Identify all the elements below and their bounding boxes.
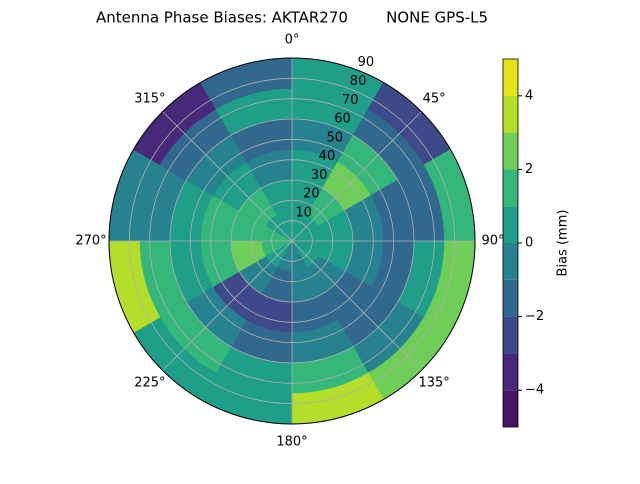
r-tick-label: 40 xyxy=(319,149,336,164)
theta-tick-label: 225° xyxy=(134,376,165,391)
colorbar-segment xyxy=(503,316,518,354)
colorbar-segment xyxy=(503,59,518,96)
colorbar-segment xyxy=(503,206,518,243)
theta-tick-label: 180° xyxy=(276,435,307,450)
chart-title: Antenna Phase Biases: AKTAR270 NONE GPS-… xyxy=(96,9,488,27)
grid-spoke xyxy=(291,111,422,242)
r-tick-label: 70 xyxy=(342,93,359,108)
colorbar-tick-label: −2 xyxy=(525,309,544,324)
colorbar-segment xyxy=(503,390,518,427)
colorbar-tick-label: 2 xyxy=(525,162,533,177)
r-tick-label: 50 xyxy=(326,130,343,145)
grid-spoke xyxy=(162,240,293,371)
colorbar-tick-label: −4 xyxy=(525,383,544,398)
colorbar-segment xyxy=(503,132,518,170)
theta-tick-label: 90° xyxy=(481,234,504,249)
theta-tick-label: 270° xyxy=(75,234,106,249)
theta-tick-label: 135° xyxy=(418,376,449,391)
colorbar-label: Bias (mm) xyxy=(556,210,571,277)
grid-spoke xyxy=(291,240,422,371)
r-tick-label: 20 xyxy=(303,187,320,202)
colorbar-tick-label: 0 xyxy=(525,236,533,251)
r-tick-label: 90 xyxy=(358,55,375,70)
r-tick-label: 10 xyxy=(295,205,312,220)
colorbar-segment xyxy=(503,243,518,280)
r-tick-label: 60 xyxy=(334,112,351,127)
colorbar-segment xyxy=(503,353,518,391)
colorbar-segment xyxy=(503,169,518,207)
r-tick-label: 30 xyxy=(311,168,328,183)
grid-spoke xyxy=(162,111,293,242)
r-tick-label: 80 xyxy=(350,74,367,89)
plot-frame xyxy=(108,57,476,425)
theta-tick-label: 0° xyxy=(285,33,300,48)
colorbar-segment xyxy=(503,279,518,317)
colorbar-segment xyxy=(503,95,518,133)
colorbar-tick-label: 4 xyxy=(525,88,533,103)
theta-tick-label: 315° xyxy=(134,91,165,106)
theta-tick-label: 45° xyxy=(423,91,446,106)
